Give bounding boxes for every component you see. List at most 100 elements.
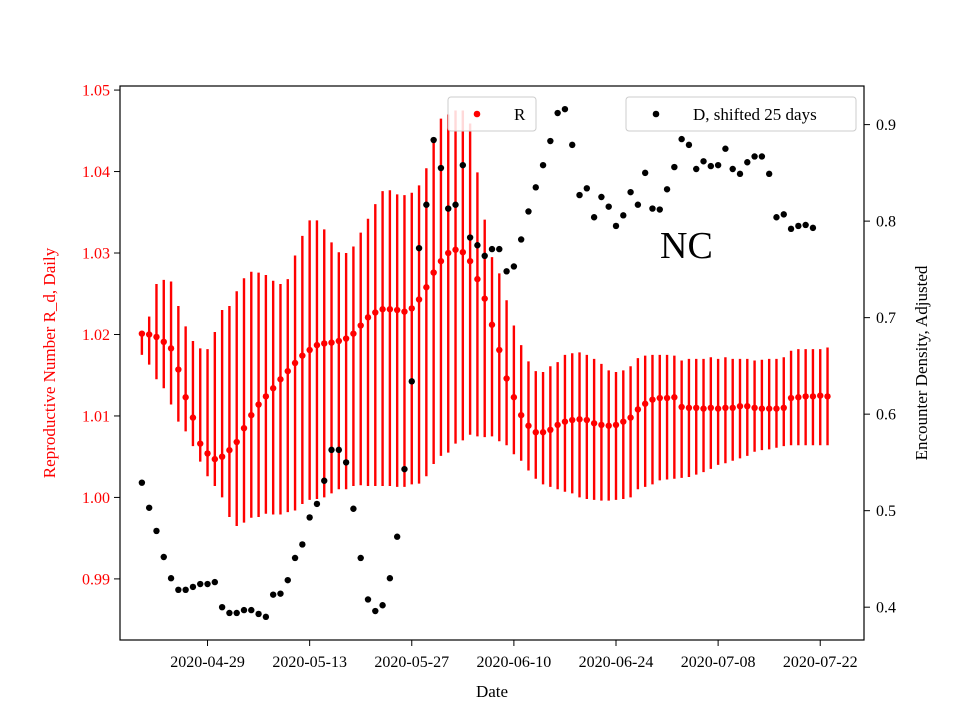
d-point [620, 212, 627, 219]
r-point [204, 450, 211, 457]
right-y-tick-label: 0.6 [876, 407, 896, 424]
r-point [700, 405, 707, 412]
d-point [321, 477, 328, 484]
d-point [773, 214, 780, 221]
d-point [145, 504, 153, 511]
r-point [379, 306, 386, 313]
d-point [459, 161, 467, 169]
d-point [306, 514, 313, 521]
r-point [255, 401, 262, 408]
d-point [153, 527, 160, 535]
d-point [795, 222, 802, 230]
right-y-axis: 0.4 0.5 0.6 0.7 0.8 0.9 [864, 117, 896, 617]
d-point [532, 184, 539, 191]
r-point [517, 411, 525, 419]
x-tick-label: 2020-07-08 [681, 654, 756, 671]
r-point [802, 393, 809, 400]
d-point [299, 541, 306, 548]
r-point [167, 345, 175, 352]
left-y-tick-label: 1.04 [82, 164, 110, 181]
d-point [262, 613, 270, 621]
r-point [189, 414, 197, 421]
d-point [678, 135, 685, 143]
legend-r: R [447, 96, 537, 132]
r-point [153, 333, 160, 341]
r-point [765, 405, 773, 412]
d-point [175, 586, 182, 594]
d-point [379, 602, 386, 609]
d-point [401, 465, 408, 473]
r-point [218, 453, 226, 460]
d-point [167, 575, 175, 582]
d-point [539, 161, 547, 169]
d-point [517, 236, 525, 243]
d-point [248, 606, 255, 614]
r-point [707, 404, 715, 412]
r-point [160, 338, 167, 346]
r-point [182, 394, 189, 401]
r-point [488, 321, 496, 328]
r-point [372, 309, 379, 316]
d-point [189, 583, 197, 591]
d-point [197, 580, 204, 588]
d-point [809, 224, 817, 232]
r-point [751, 404, 758, 412]
right-y-tick-label: 0.4 [876, 600, 896, 617]
d-point [693, 165, 700, 173]
right-y-tick-label: 0.8 [876, 214, 896, 231]
d-point [182, 586, 189, 594]
r-point [197, 440, 204, 447]
r-point [474, 275, 481, 283]
d-point [342, 459, 350, 466]
r-point [262, 393, 270, 400]
r-point [547, 426, 554, 434]
x-tick-label: 2020-05-27 [374, 654, 449, 671]
r-point [605, 422, 612, 429]
d-point [671, 163, 678, 171]
d-point [722, 145, 729, 152]
r-errorbar-series [140, 110, 829, 526]
r-point [306, 346, 313, 354]
r-point [532, 429, 539, 436]
d-point [423, 201, 430, 208]
r-point [481, 295, 488, 302]
left-y-axis: 0.99 1.00 1.01 1.02 1.03 1.04 1.05 [82, 83, 120, 588]
r-point [138, 330, 146, 337]
d-point [474, 242, 481, 249]
r-point [386, 306, 394, 313]
d-point [510, 263, 518, 270]
r-point [714, 405, 722, 412]
left-y-tick-label: 1.01 [82, 408, 110, 425]
r-point [634, 406, 642, 413]
d-point [707, 162, 715, 170]
r-point [277, 376, 284, 383]
r-point [313, 341, 321, 349]
d-point [269, 591, 277, 598]
x-tick-label: 2020-05-13 [272, 654, 347, 671]
left-y-axis-title: Reproductive Number R_d, Daily [40, 247, 59, 478]
right-y-axis-title: Encounter Density, Adjusted [912, 265, 931, 460]
d-point [430, 136, 437, 144]
r-point [722, 404, 729, 412]
r-point-series [138, 246, 831, 463]
d-point [758, 153, 766, 160]
r-point [415, 296, 423, 303]
d-point [226, 609, 233, 617]
d-point [415, 244, 423, 252]
legend-d-box [625, 96, 857, 132]
r-point [240, 424, 248, 432]
r-point [693, 404, 700, 412]
r-point [357, 322, 364, 329]
d-point [656, 206, 663, 213]
left-y-tick-label: 1.02 [82, 327, 110, 344]
r-point [393, 306, 401, 314]
d-point [328, 446, 335, 454]
d-point [765, 170, 773, 178]
r-point [350, 330, 357, 337]
r-point [671, 394, 678, 401]
r-point [408, 305, 415, 312]
legend-r-marker [473, 110, 481, 118]
d-point [386, 575, 394, 582]
d-point [700, 158, 707, 165]
